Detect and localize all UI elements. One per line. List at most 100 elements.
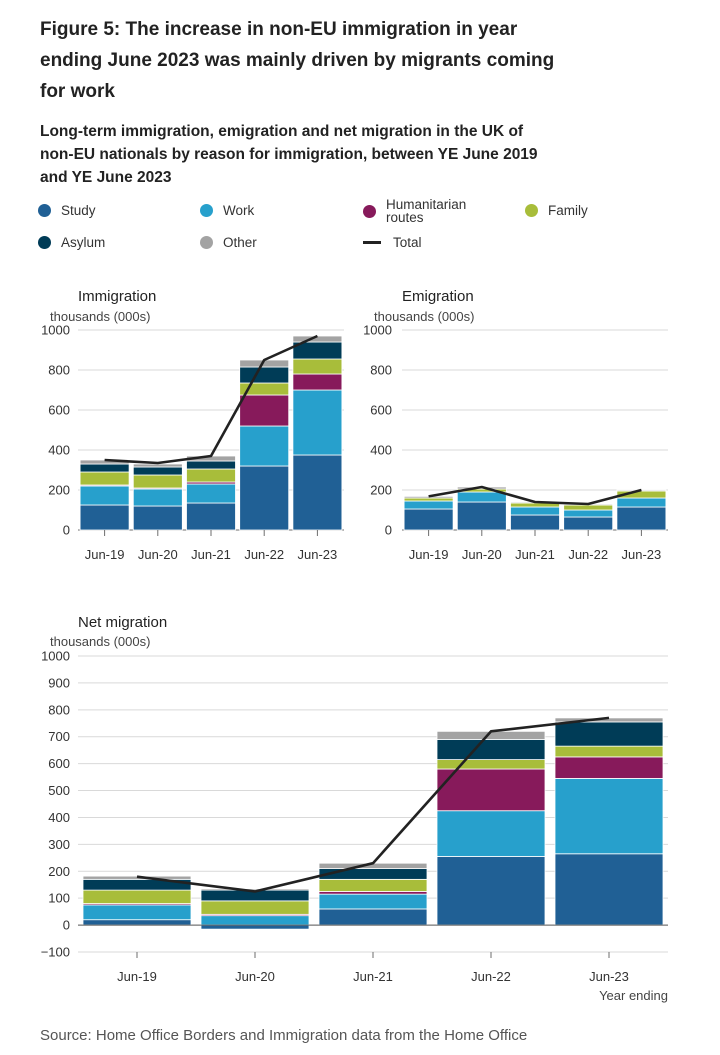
y-tick-label: 900 [48, 675, 70, 690]
bar-segment-work [318, 893, 428, 910]
bar-segment-humanitarian-routes [292, 373, 343, 391]
legend-label-total: Total [393, 235, 422, 250]
legend-item-study: Study [38, 204, 96, 217]
bar-segment-asylum [186, 460, 236, 470]
y-tick-label: 1000 [41, 649, 70, 664]
legend-label-family: Family [548, 203, 588, 218]
bar-segment-study [436, 856, 546, 926]
bar-segment-study [200, 924, 310, 930]
bar-segment-study [554, 853, 664, 926]
y-tick-label: 200 [48, 483, 70, 498]
y-tick-label: 600 [370, 403, 392, 418]
x-tick-label: Jun-19 [85, 547, 125, 562]
y-tick-label: 400 [48, 443, 70, 458]
bar-segment-study [456, 501, 507, 531]
legend-label-asylum: Asylum [61, 235, 106, 250]
bar-segment-asylum [436, 739, 546, 760]
bar-segment-work [554, 778, 664, 855]
total-line [428, 485, 642, 506]
bar-segment-study [82, 919, 192, 926]
y-tick-label: 800 [48, 702, 70, 717]
y-tick-label: 0 [63, 918, 70, 933]
x-tick-label: Jun-19 [409, 547, 449, 562]
legend-label-other: Other [223, 235, 257, 250]
y-tick-label: 1000 [363, 323, 392, 338]
y-tick-label: 300 [48, 837, 70, 852]
bar-segment-humanitarian-routes [554, 756, 664, 779]
bar-segment-work [82, 904, 192, 921]
panel-title: Emigration [402, 288, 474, 305]
bar-segment-asylum [318, 868, 428, 880]
bar-segment-work [436, 810, 546, 857]
legend-item-work: Work [200, 204, 254, 217]
bar-segment-family [436, 759, 546, 770]
bar-segment-work [563, 509, 614, 518]
legend-item-other: Other [200, 236, 257, 249]
y-tick-label: 200 [48, 864, 70, 879]
legend-swatch-other [200, 236, 213, 249]
panel-title: Net migration [78, 614, 167, 631]
y-tick-label: 800 [48, 363, 70, 378]
bar-segment-family [79, 471, 130, 486]
x-tick-label: Jun-21 [191, 547, 231, 562]
bar-segment-work [510, 506, 560, 516]
bar-segment-family [403, 497, 454, 502]
legend-swatch-humanitarian [363, 204, 376, 218]
x-tick-label: Jun-23 [622, 547, 662, 562]
y-tick-label: 400 [48, 810, 70, 825]
bar-segment-study [186, 502, 236, 531]
bar-segment-asylum [554, 721, 664, 747]
x-tick-label: Jun-22 [568, 547, 608, 562]
legend-label-humanitarian: Humanitarian routes [386, 197, 467, 225]
bar-segment-family [318, 878, 428, 892]
x-tick-label: Jun-19 [117, 969, 157, 984]
charts-canvas: Immigration thousands (000s) 0 200 400 600 800… [41, 288, 668, 1003]
y-axis-unit-label: thousands (000s) [50, 634, 150, 649]
x-tick-label: Jun-23 [589, 969, 629, 984]
bar-segment-family [132, 474, 183, 489]
legend-swatch-work [200, 204, 213, 217]
x-tick-label: Jun-21 [353, 969, 393, 984]
bar-segment-study [79, 504, 130, 531]
y-axis-unit-label: thousands (000s) [374, 309, 474, 324]
legend-item-family: Family [525, 204, 588, 217]
legend-swatch-asylum [38, 236, 51, 249]
y-tick-label: 1000 [41, 323, 70, 338]
x-tick-label: Jun-20 [462, 547, 502, 562]
bar-segment-work [132, 488, 183, 507]
bar-segment-other [403, 495, 454, 499]
bar-segment-asylum [79, 463, 130, 473]
bar-segment-study [616, 506, 667, 531]
legend-label-study: Study [61, 203, 96, 218]
bar-segment-asylum [132, 466, 183, 476]
chart-panel-immigration: Immigration thousands (000s) 0 200 400 600 800… [41, 288, 344, 562]
bar-segment-study [318, 908, 428, 926]
bar-segment-study [132, 505, 183, 531]
x-axis-label: Year ending [599, 988, 668, 1003]
legend-item-humanitarian: Humanitarian routes [363, 198, 476, 224]
bar-segment-study [239, 465, 290, 531]
y-tick-label: 500 [48, 783, 70, 798]
y-axis-unit-label: thousands (000s) [50, 309, 150, 324]
bar-segment-family [563, 504, 614, 511]
legend: Study Work Humanitarian routes Family As… [38, 198, 698, 258]
legend-label-work: Work [223, 203, 255, 218]
chart-panel-net-migration: Net migration thousands (000s) −100 0 100 200… [41, 614, 668, 1003]
bar-segment-other [132, 463, 183, 468]
x-tick-label: Jun-20 [138, 547, 178, 562]
y-tick-label: 400 [370, 443, 392, 458]
chart-subtitle: Long-term immigration, emigration and ne… [40, 123, 538, 186]
figure-title: Figure 5: The increase in non-EU immigra… [40, 19, 555, 102]
bar-segment-asylum [239, 366, 290, 384]
y-tick-label: 0 [385, 523, 392, 538]
bar-segment-family [82, 889, 192, 904]
bar-segment-humanitarian-routes [239, 394, 290, 427]
bar-segment-work [292, 389, 343, 456]
legend-item-total: Total [363, 236, 422, 249]
source-note: Source: Home Office Borders and Immigrat… [40, 1027, 528, 1044]
y-tick-label: 100 [48, 891, 70, 906]
bar-segment-work [616, 497, 667, 508]
x-tick-label: Jun-23 [298, 547, 338, 562]
bar-segment-humanitarian-routes [318, 891, 428, 895]
bar-segment-study [510, 514, 560, 531]
